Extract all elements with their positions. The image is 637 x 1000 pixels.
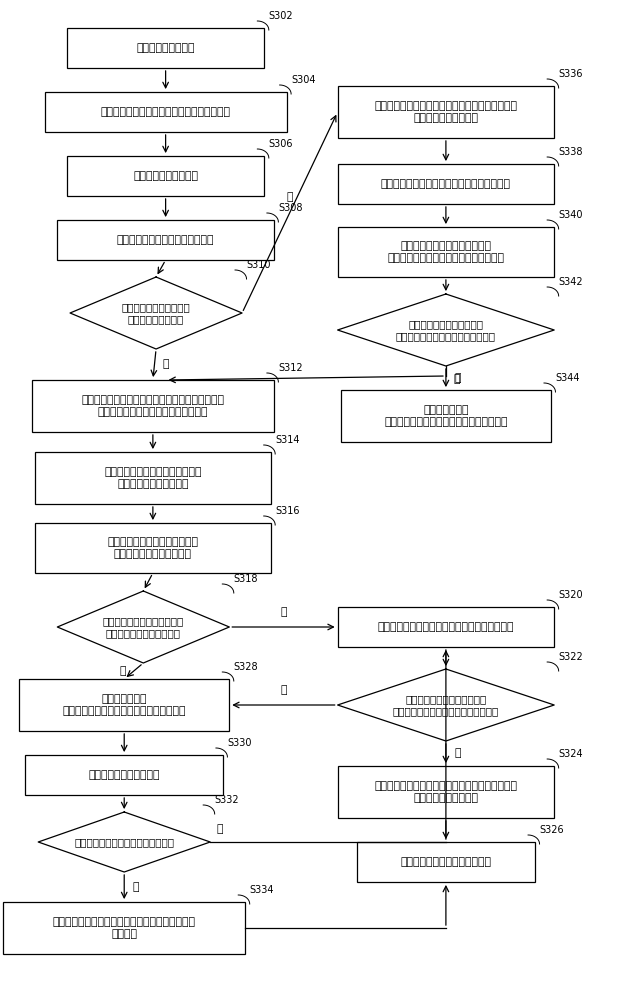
- Polygon shape: [338, 669, 554, 741]
- Text: 被放入食材的优先级分配
模式为食材优先模式: 被放入食材的优先级分配 模式为食材优先模式: [122, 302, 190, 324]
- Text: 检测被放入食材的种类: 检测被放入食材的种类: [133, 171, 198, 181]
- Text: S336: S336: [559, 69, 583, 79]
- Bar: [32, 380, 274, 432]
- Text: 获取门体的开闭信号: 获取门体的开闭信号: [136, 43, 195, 53]
- Text: 用户更改存放被放入食材的储物间室: 用户更改存放被放入食材的储物间室: [75, 837, 174, 847]
- Text: S312: S312: [278, 363, 303, 373]
- Bar: [19, 679, 229, 731]
- Text: 否: 否: [454, 373, 461, 383]
- Text: 比较被放入食材的食材优先级和
原食材中最高的食材优先级: 比较被放入食材的食材优先级和 原食材中最高的食材优先级: [108, 537, 198, 559]
- Text: S322: S322: [559, 652, 583, 662]
- Bar: [338, 766, 554, 818]
- Text: 获取被放入食材所在的储物间室的间室优先级: 获取被放入食材所在的储物间室的间室优先级: [381, 179, 511, 189]
- Bar: [338, 227, 554, 277]
- Text: 确定被放入食材所在的储物间室的目标温度为当前
目标温度: 确定被放入食材所在的储物间室的目标温度为当前 目标温度: [53, 917, 196, 939]
- Text: S308: S308: [278, 203, 303, 213]
- Text: 被放入食材的间室优先级和
共所在的储物间室的间室优先级相同: 被放入食材的间室优先级和 共所在的储物间室的间室优先级相同: [396, 319, 496, 341]
- Text: S304: S304: [291, 75, 315, 85]
- Text: S330: S330: [227, 738, 252, 748]
- Text: 比较被放入食材的间室优先级和
被放入食材所在的储物间室的间室优先级: 比较被放入食材的间室优先级和 被放入食材所在的储物间室的间室优先级: [387, 241, 505, 263]
- Bar: [3, 902, 245, 954]
- Bar: [67, 156, 264, 196]
- Text: 获取用户的更改选择操作: 获取用户的更改选择操作: [89, 770, 160, 780]
- Polygon shape: [57, 591, 229, 663]
- Text: S316: S316: [275, 506, 299, 516]
- Polygon shape: [38, 812, 210, 872]
- Bar: [25, 755, 223, 795]
- Text: 否: 否: [119, 666, 125, 676]
- Text: S328: S328: [234, 662, 259, 672]
- Bar: [35, 452, 271, 504]
- Text: 获取被放入食材所在的储物间室的当前目标温度: 获取被放入食材所在的储物间室的当前目标温度: [378, 622, 514, 632]
- Text: S314: S314: [275, 435, 299, 445]
- Text: 获取被放入食材所在的储物间室内
所有原食材的食材优先级: 获取被放入食材所在的储物间室内 所有原食材的食材优先级: [104, 467, 202, 489]
- Text: S326: S326: [540, 825, 564, 835]
- Polygon shape: [70, 277, 242, 349]
- Bar: [338, 607, 554, 647]
- Text: S310: S310: [247, 260, 271, 270]
- Bar: [338, 86, 554, 138]
- Text: S332: S332: [215, 795, 240, 805]
- Text: 驱动制冷系统按照目标温度工作: 驱动制冷系统按照目标温度工作: [401, 857, 491, 867]
- Text: 当前目标温度和被放入食材的
最佳存储温度的差值小于预设温差阈值: 当前目标温度和被放入食材的 最佳存储温度的差值小于预设温差阈值: [393, 694, 499, 716]
- Text: S342: S342: [559, 277, 583, 287]
- Text: 是: 是: [280, 607, 287, 617]
- Polygon shape: [338, 294, 554, 366]
- Text: S318: S318: [234, 574, 258, 584]
- Text: 获取被放入食材的优先级分配模式: 获取被放入食材的优先级分配模式: [117, 235, 215, 245]
- Bar: [338, 164, 554, 204]
- Bar: [45, 92, 287, 132]
- Text: 根据被放入食材的种类在预设的食材信息库中匹配
得出对应的间室优先级: 根据被放入食材的种类在预设的食材信息库中匹配 得出对应的间室优先级: [375, 101, 517, 123]
- Text: 输出提示信息，
以提醒用户更改存放被放入食材的储物间室: 输出提示信息， 以提醒用户更改存放被放入食材的储物间室: [384, 405, 508, 427]
- Text: S334: S334: [250, 885, 274, 895]
- Text: 根据开闭信号确定被放入食材所在的储物间室: 根据开闭信号确定被放入食材所在的储物间室: [101, 107, 231, 117]
- Text: S340: S340: [559, 210, 583, 220]
- Text: 是: 是: [454, 748, 461, 758]
- Text: S302: S302: [269, 11, 294, 21]
- Bar: [67, 28, 264, 68]
- Text: 被放入食材的食材优先级高于
原食材中最高的食材优先级: 被放入食材的食材优先级高于 原食材中最高的食材优先级: [103, 616, 184, 638]
- Bar: [341, 390, 551, 442]
- Text: S324: S324: [559, 749, 583, 759]
- Bar: [35, 523, 271, 573]
- Text: 根据被放入食材的种类在预设的食材信息库中匹配
得出对应的食材优先级和最佳存储温度: 根据被放入食材的种类在预设的食材信息库中匹配 得出对应的食材优先级和最佳存储温度: [82, 395, 224, 417]
- Bar: [57, 220, 274, 260]
- Bar: [357, 842, 535, 882]
- Text: 输出提示信息，
以提醒用户更改存放被放入食材的储物间室: 输出提示信息， 以提醒用户更改存放被放入食材的储物间室: [62, 694, 186, 716]
- Text: S320: S320: [559, 590, 583, 600]
- Text: S344: S344: [555, 373, 580, 383]
- Text: S338: S338: [559, 147, 583, 157]
- Text: S306: S306: [269, 139, 293, 149]
- Text: 否: 否: [287, 192, 293, 202]
- Text: 否: 否: [280, 685, 287, 695]
- Text: 确定被放入食材所在的储物间室的目标温度为被放
入食材的最佳存储温度: 确定被放入食材所在的储物间室的目标温度为被放 入食材的最佳存储温度: [375, 781, 517, 803]
- Text: 否: 否: [217, 824, 223, 834]
- Text: 是: 是: [132, 882, 139, 892]
- Text: 是: 是: [454, 374, 460, 384]
- Text: 是: 是: [162, 360, 169, 369]
